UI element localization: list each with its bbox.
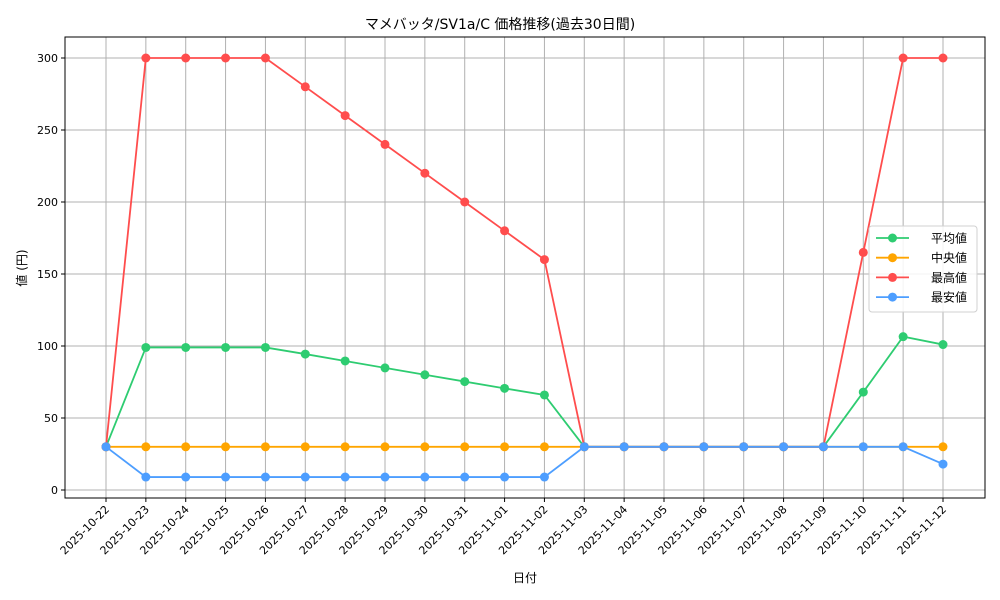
data-point xyxy=(380,472,390,482)
data-point xyxy=(500,383,510,393)
data-point xyxy=(300,442,310,452)
legend-marker xyxy=(888,253,897,263)
legend-label: 中央値 xyxy=(931,250,967,265)
data-point xyxy=(340,472,350,482)
grid-lines xyxy=(65,37,985,498)
y-tick-label: 250 xyxy=(37,124,58,137)
data-point xyxy=(858,247,868,257)
y-tick-label: 300 xyxy=(37,52,58,65)
data-point xyxy=(539,442,549,452)
data-point xyxy=(260,472,270,482)
data-point xyxy=(420,442,430,452)
data-point xyxy=(898,53,908,63)
series-path xyxy=(105,445,944,478)
data-point xyxy=(221,53,231,63)
data-point xyxy=(141,442,151,452)
data-point xyxy=(260,442,270,452)
series-line xyxy=(101,332,948,452)
data-point xyxy=(300,82,310,92)
data-point xyxy=(779,442,789,452)
legend-label: 最高値 xyxy=(931,270,967,285)
y-axis-label: 値 (円) xyxy=(14,249,29,286)
data-point xyxy=(539,255,549,265)
data-point xyxy=(938,340,948,350)
legend-box xyxy=(868,225,978,313)
data-point xyxy=(420,168,430,178)
legend-marker xyxy=(888,272,897,282)
data-point xyxy=(739,442,749,452)
y-tick-label: 0 xyxy=(51,484,58,497)
data-point xyxy=(659,442,669,452)
data-point xyxy=(380,442,390,452)
data-point xyxy=(500,226,510,236)
data-point xyxy=(340,111,350,121)
data-point xyxy=(938,459,948,469)
data-point xyxy=(221,442,231,452)
data-point xyxy=(699,442,709,452)
data-point xyxy=(141,472,151,482)
x-axis-ticks: 2025-10-222025-10-232025-10-242025-10-25… xyxy=(58,498,949,557)
legend-label: 最安値 xyxy=(931,290,967,305)
y-tick-label: 100 xyxy=(37,340,58,353)
y-tick-label: 150 xyxy=(37,268,58,281)
data-point xyxy=(938,53,948,63)
data-point xyxy=(460,442,470,452)
data-point xyxy=(300,472,310,482)
data-point xyxy=(898,442,908,452)
x-axis-label: 日付 xyxy=(513,571,537,585)
data-point xyxy=(420,370,430,380)
data-point xyxy=(818,442,828,452)
data-point xyxy=(420,472,430,482)
y-tick-label: 200 xyxy=(37,196,58,209)
data-point xyxy=(340,356,350,366)
data-series xyxy=(101,53,948,482)
legend-marker xyxy=(888,233,897,243)
plot-frame xyxy=(64,36,986,499)
data-point xyxy=(380,363,390,373)
data-point xyxy=(181,342,191,352)
data-point xyxy=(579,442,589,452)
data-point xyxy=(619,442,629,452)
data-point xyxy=(460,472,470,482)
data-point xyxy=(460,377,470,387)
data-point xyxy=(380,139,390,149)
data-point xyxy=(260,342,270,352)
series-path xyxy=(105,335,944,448)
y-tick-label: 50 xyxy=(44,412,58,425)
data-point xyxy=(300,349,310,359)
data-point xyxy=(500,442,510,452)
data-point xyxy=(858,387,868,397)
data-point xyxy=(141,53,151,63)
data-point xyxy=(101,442,111,452)
data-point xyxy=(460,197,470,207)
series-path xyxy=(105,57,943,448)
y-axis-ticks: 0 50 100 150 200 250 300 xyxy=(37,52,65,497)
data-point xyxy=(181,442,191,452)
legend-label: 平均値 xyxy=(931,231,967,246)
data-point xyxy=(898,332,908,342)
data-point xyxy=(221,472,231,482)
data-point xyxy=(539,390,549,400)
data-point xyxy=(539,472,549,482)
data-point xyxy=(260,53,270,63)
data-point xyxy=(181,53,191,63)
data-point xyxy=(141,342,151,352)
series-line xyxy=(101,442,948,482)
chart-title: マメバッタ/SV1a/C 価格推移(過去30日間) xyxy=(365,17,635,33)
data-point xyxy=(181,472,191,482)
data-point xyxy=(938,442,948,452)
legend-marker xyxy=(888,292,897,302)
data-point xyxy=(221,342,231,352)
data-point xyxy=(500,472,510,482)
data-point xyxy=(340,442,350,452)
data-point xyxy=(858,442,868,452)
